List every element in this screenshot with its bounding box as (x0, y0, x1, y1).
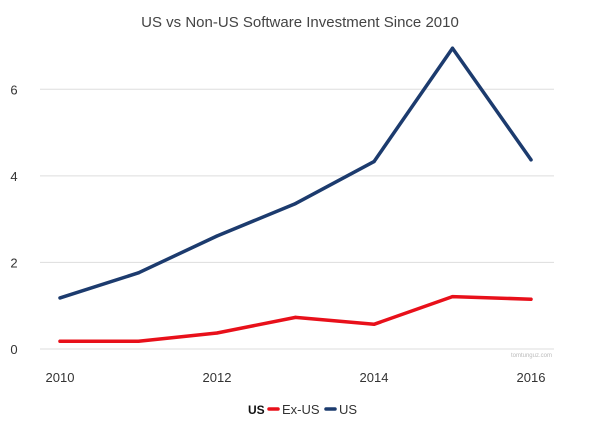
legend-title: US (248, 403, 265, 417)
chart-title: US vs Non-US Software Investment Since 2… (141, 14, 459, 31)
y-axis-ticks: 0 2 4 6 (10, 82, 17, 357)
y-tick-label: 2 (10, 255, 17, 270)
data-point-ex-us (372, 322, 376, 326)
data-point-us (372, 159, 376, 164)
grid-lines (40, 88, 554, 350)
data-point-us (293, 201, 298, 206)
x-tick-label: 2014 (360, 370, 389, 385)
x-tick-label: 2016 (517, 370, 546, 385)
data-point-ex-us (215, 331, 219, 335)
y-tick-label: 0 (10, 342, 17, 357)
data-point-us (136, 271, 141, 275)
x-tick-label: 2012 (203, 370, 232, 385)
data-point-ex-us (58, 339, 62, 343)
data-point-ex-us (450, 295, 455, 299)
data-point-us (58, 296, 62, 300)
data-point-ex-us (136, 339, 141, 343)
x-axis-ticks: 2010 2012 2014 2016 (46, 370, 546, 385)
y-tick-label: 4 (10, 169, 17, 184)
data-point-ex-us (529, 297, 533, 301)
series-line-us (58, 46, 533, 300)
watermark: tomtunguz.com (511, 353, 552, 359)
x-tick-label: 2010 (46, 370, 75, 385)
data-point-ex-us (293, 315, 298, 320)
y-tick-label: 6 (10, 82, 17, 97)
data-point-us (450, 46, 455, 50)
legend-label: US (339, 402, 357, 417)
data-point-us (529, 158, 533, 162)
data-point-us (215, 234, 219, 238)
legend-label: Ex-US (282, 402, 320, 417)
legend: US Ex-US US (248, 402, 357, 417)
series-lines (58, 46, 533, 343)
